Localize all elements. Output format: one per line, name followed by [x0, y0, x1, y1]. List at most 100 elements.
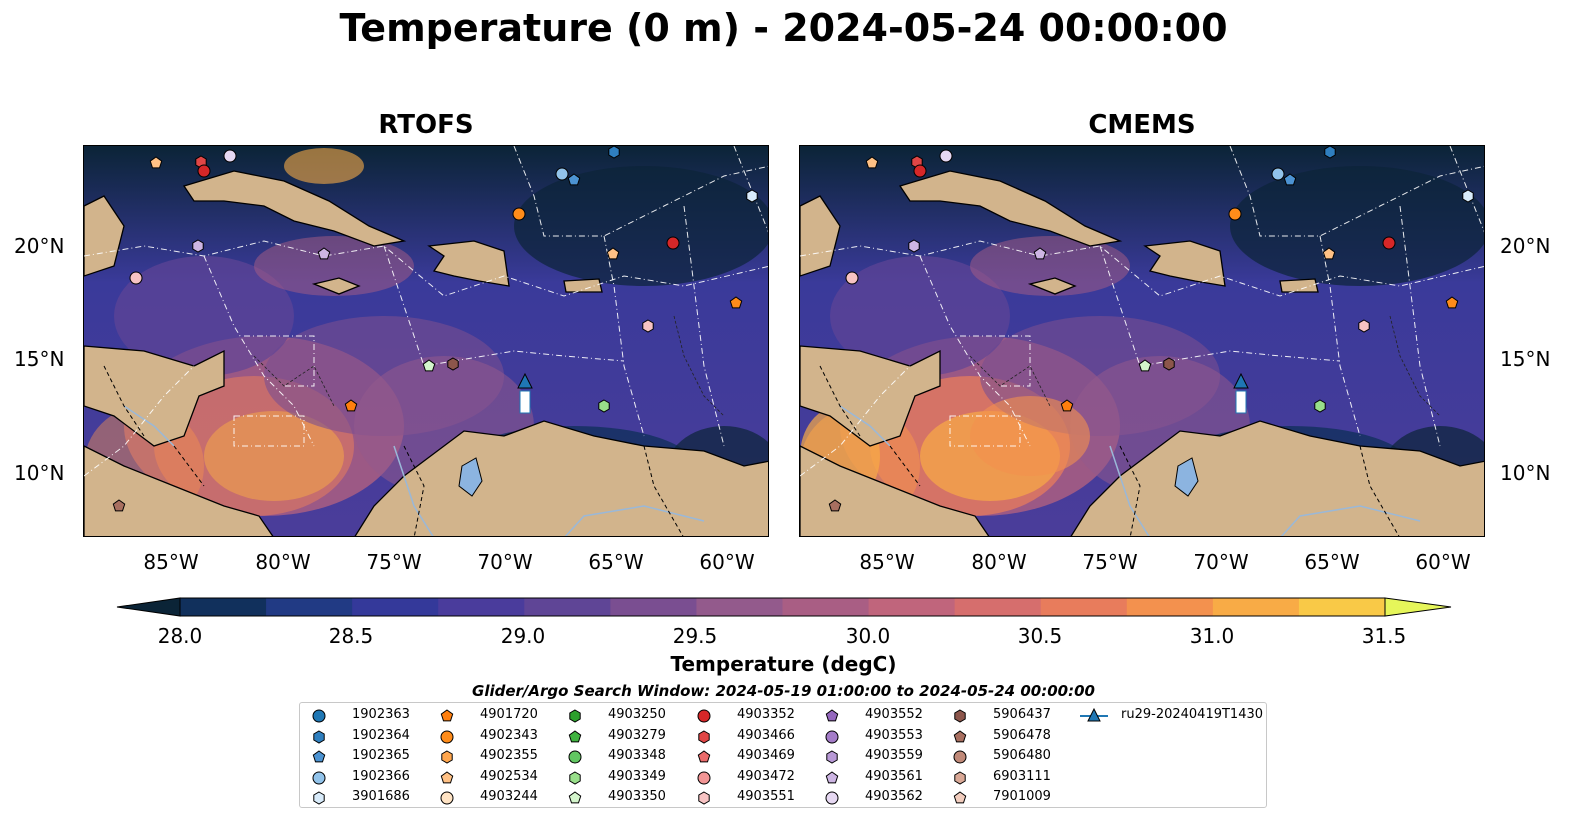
- lat-label-10n-left: 10°N: [14, 461, 65, 485]
- argo-float-marker: [1138, 359, 1152, 372]
- legend-item: 5906480: [949, 747, 1074, 765]
- legend-marker: [825, 791, 839, 805]
- argo-float-marker: [223, 149, 237, 163]
- lon-label-65w-right: 65°W: [1304, 550, 1360, 574]
- legend-label: 4903559: [865, 748, 923, 763]
- legend-item: 4903279: [564, 727, 689, 745]
- argo-float-marker: [1322, 247, 1336, 260]
- land: [1143, 240, 1226, 287]
- legend-marker-icon: [312, 771, 326, 784]
- legend-item: 7901009: [949, 788, 1074, 806]
- legend-item: 1902363: [308, 706, 433, 724]
- legend-item: 4902355: [436, 747, 561, 765]
- cmems-map[interactable]: [799, 145, 1485, 537]
- legend-marker-icon: [953, 729, 967, 742]
- legend-marker-icon: [440, 791, 454, 805]
- argo-float-marker: [845, 271, 859, 285]
- legend-marker: [312, 709, 326, 723]
- legend-marker-icon: [568, 750, 582, 764]
- rtofs-map-canvas: [84, 146, 768, 536]
- temperature-patch: [830, 256, 1010, 376]
- legend-marker-icon: [313, 729, 325, 744]
- legend: 1902363 1902364 1902365 1902366 3901686 49017…: [299, 702, 1267, 808]
- legend-item: 4903551: [693, 788, 818, 806]
- argo-float-marker: [1314, 399, 1326, 413]
- colorbar-segment: [1212, 598, 1300, 616]
- bathymetry-contour: [673, 315, 725, 417]
- colorbar-segment: [352, 598, 439, 616]
- legend-label: ru29-20240419T1430: [1121, 707, 1264, 722]
- argo-float-marker: [1324, 146, 1336, 159]
- land: [84, 345, 225, 447]
- legend-item: ru29-20240419T1430: [1077, 706, 1264, 724]
- legend-marker-icon: [1080, 708, 1108, 722]
- argo-float-marker: [1228, 207, 1242, 221]
- legend-marker: [313, 729, 325, 744]
- land: [563, 278, 603, 293]
- colorbar-tick: 29.5: [672, 624, 718, 648]
- land: [84, 195, 125, 277]
- colorbar-tick: 28.0: [157, 624, 203, 648]
- lon-label-60w-left: 60°W: [699, 550, 755, 574]
- legend-marker: [825, 730, 839, 743]
- lat-label-10n-right: 10°N: [1500, 461, 1551, 485]
- lake: [458, 457, 483, 497]
- river: [1280, 505, 1421, 536]
- argo-float-marker: [129, 271, 143, 285]
- lat-label-15n-right: 15°N: [1500, 347, 1551, 371]
- colorbar-frame: [179, 597, 1386, 617]
- legend-marker: [441, 750, 453, 764]
- rtofs-map[interactable]: [83, 145, 769, 537]
- country-border: [103, 365, 145, 437]
- eez-boundary: [960, 335, 1031, 387]
- legend-item: 3901686: [308, 788, 433, 806]
- argo-float-marker: [606, 247, 620, 260]
- legend-label: 7901009: [993, 789, 1051, 804]
- eez-boundary: [84, 365, 195, 477]
- colorbar-tick: 30.0: [845, 624, 891, 648]
- legend-label: 5906437: [993, 707, 1051, 722]
- legend-item: 4901720: [436, 706, 561, 724]
- legend-marker-icon: [698, 729, 710, 744]
- legend-item: 1902364: [308, 727, 433, 745]
- river: [123, 405, 175, 447]
- legend-label: 4902534: [480, 768, 538, 784]
- legend-marker-icon: [697, 771, 711, 784]
- legend-label: 1902366: [352, 768, 410, 784]
- colorbar-segment: [524, 598, 611, 616]
- land: [311, 277, 361, 295]
- land: [1279, 278, 1319, 293]
- argo-float-marker: [1163, 357, 1175, 371]
- temperature-patch: [254, 236, 414, 296]
- land: [1070, 420, 1484, 536]
- legend-label: 4903562: [865, 789, 923, 804]
- legend-marker: [313, 791, 325, 805]
- argo-float-marker: [197, 164, 211, 178]
- legend-item: 4903349: [564, 768, 689, 786]
- argo-float-marker: [344, 399, 358, 412]
- legend-marker-icon: [953, 750, 967, 764]
- legend-marker-icon: [569, 709, 581, 723]
- argo-float-marker: [512, 207, 526, 221]
- legend-marker: [953, 729, 967, 742]
- legend-item: 4902534: [436, 768, 561, 786]
- temperature-patch: [970, 236, 1130, 296]
- colorbar-tick: 30.5: [1017, 624, 1063, 648]
- colorbar-segment: [438, 598, 525, 616]
- legend-item: 4903552: [821, 706, 946, 724]
- argo-float-marker: [555, 167, 569, 181]
- figure-title: Temperature (0 m) - 2024-05-24 00:00:00: [339, 6, 1228, 50]
- argo-float-marker: [1358, 319, 1370, 333]
- colorbar-segment: [1126, 598, 1214, 616]
- eez-boundary: [919, 255, 1031, 447]
- eez-boundary: [513, 146, 768, 237]
- legend-marker: [440, 730, 454, 743]
- argo-float-marker: [149, 156, 163, 169]
- argo-float-marker: [666, 236, 680, 250]
- lon-label-85w-right: 85°W: [859, 550, 915, 574]
- legend-item: 1902365: [308, 747, 433, 765]
- argo-float-marker: [729, 296, 743, 309]
- panel-title-cmems: CMEMS: [1088, 110, 1196, 140]
- legend-label: 4903244: [480, 789, 538, 804]
- legend-item: 4903350: [564, 788, 689, 806]
